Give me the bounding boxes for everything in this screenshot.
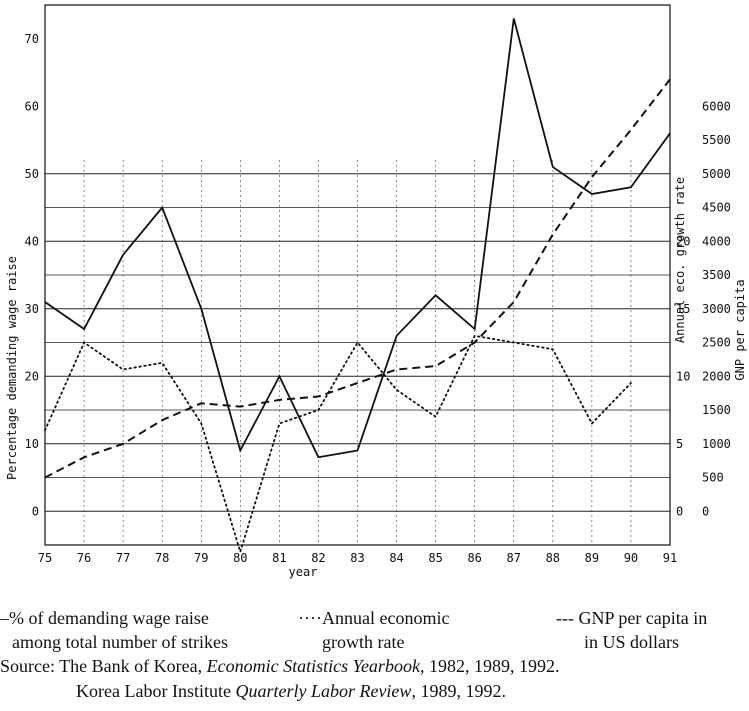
x-tick-label: 82 [311, 551, 325, 565]
source-2-prefix: Korea Labor Institute [76, 681, 236, 701]
growth-tick-label: 10 [676, 369, 690, 383]
gnp-axis-title: GNP per capita [733, 279, 747, 380]
x-tick-label: 89 [585, 551, 599, 565]
gnp-tick-label: 5000 [702, 167, 731, 181]
wage-raise-line [44, 18, 671, 459]
x-tick-label: 75 [38, 551, 52, 565]
source-1-title: Economic Statistics Yearbook [206, 656, 420, 676]
source-line-2: Korea Labor Institute Quarterly Labor Re… [76, 679, 506, 703]
x-tick-label: 83 [350, 551, 364, 565]
x-tick-label: 86 [467, 551, 481, 565]
left-tick-label: 20 [25, 369, 39, 383]
gnp-tick-label: 2500 [702, 336, 731, 350]
legend-wage-line1: –% of demanding wage raise [0, 608, 209, 628]
gnp-tick-label: 5500 [702, 133, 731, 147]
x-tick-label: 78 [155, 551, 169, 565]
growth-tick-label: 0 [676, 504, 683, 518]
gnp-tick-label: 0 [702, 504, 709, 518]
gridlines [45, 160, 670, 545]
right-axis-ticks: 0 5 10 15 20 0 500 1000 1500 2000 2500 3000 3500 4000… [676, 99, 731, 518]
x-tick-label: 88 [546, 551, 560, 565]
source-1-prefix: Source: The Bank of Korea, [0, 656, 207, 676]
gnp-tick-label: 6000 [702, 99, 731, 113]
legend-growth-line2: growth rate [322, 632, 405, 652]
series-lines [44, 18, 671, 555]
x-axis-ticks: 75 76 77 78 79 80 81 82 83 84 85 86 87 88 89 90 91 [38, 551, 677, 565]
growth-tick-label: 20 [676, 234, 690, 248]
x-tick-label: 85 [428, 551, 442, 565]
gnp-tick-label: 3000 [702, 302, 731, 316]
growth-tick-label: 5 [676, 437, 683, 451]
legend-growth-line1: ····Annual economic [298, 608, 450, 628]
growth-rate-line [44, 334, 632, 555]
caption: –% of demanding wage raise among total n… [0, 590, 749, 711]
source-1-suffix: , 1982, 1989, 1992. [419, 656, 560, 676]
left-tick-label: 40 [25, 234, 39, 248]
gnp-tick-label: 3500 [702, 268, 731, 282]
x-tick-label: 81 [272, 551, 286, 565]
source-2-title: Quarterly Labor Review [235, 681, 412, 701]
legend-wage-line2: among total number of strikes [12, 632, 228, 652]
left-axis-title: Percentage demanding wage raise [5, 256, 19, 480]
x-axis-title: year [289, 565, 318, 579]
x-tick-label: 84 [389, 551, 403, 565]
left-tick-label: 0 [32, 504, 39, 518]
x-tick-label: 87 [507, 551, 521, 565]
left-tick-label: 30 [25, 302, 39, 316]
x-tick-label: 80 [233, 551, 247, 565]
source-2-suffix: , 1989, 1992. [411, 681, 506, 701]
chart: 0 10 20 30 40 50 60 70 0 5 10 15 20 0 500 1000 1500 2000… [5, 4, 747, 579]
left-tick-label: 10 [25, 437, 39, 451]
left-tick-label: 70 [25, 32, 39, 46]
growth-tick-label: 15 [676, 302, 690, 316]
x-tick-label: 76 [77, 551, 91, 565]
gnp-line [44, 78, 671, 479]
source-line-1: Source: The Bank of Korea, Economic Stat… [0, 654, 559, 678]
gnp-tick-label: 1000 [702, 437, 731, 451]
gnp-tick-label: 2000 [702, 369, 731, 383]
legend-gnp-line2: in US dollars [584, 632, 680, 652]
legend-gnp-line1: --- GNP per capita in [556, 608, 708, 628]
x-tick-label: 90 [624, 551, 638, 565]
legend-wage: –% of demanding wage raise among total n… [0, 606, 228, 654]
legend-growth: ····Annual economic growth rate [298, 606, 449, 654]
legend-gnp: --- GNP per capita in in US dollars [556, 606, 707, 654]
gnp-tick-label: 1500 [702, 403, 731, 417]
x-tick-label: 77 [116, 551, 130, 565]
gnp-tick-label: 4500 [702, 201, 731, 215]
x-tick-label: 91 [663, 551, 677, 565]
x-tick-label: 79 [194, 551, 208, 565]
left-tick-label: 60 [25, 99, 39, 113]
growth-axis-title: Annual eco. growth rate [673, 177, 687, 343]
left-tick-label: 50 [25, 167, 39, 181]
gnp-tick-label: 4000 [702, 234, 731, 248]
gnp-tick-label: 500 [702, 471, 724, 485]
left-axis-ticks: 0 10 20 30 40 50 60 70 [25, 32, 39, 519]
